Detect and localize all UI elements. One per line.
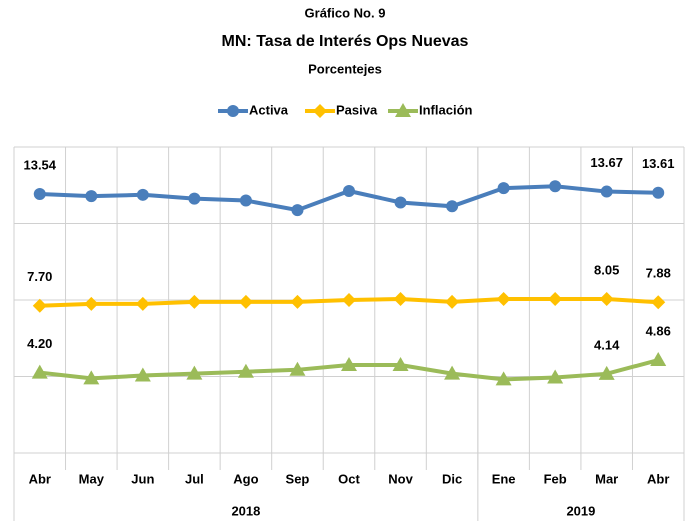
legend-label: Pasiva <box>336 102 378 117</box>
marker <box>186 365 203 380</box>
x-tick-label: May <box>79 471 105 486</box>
x-tick-label: Abr <box>29 471 51 486</box>
marker <box>135 296 150 311</box>
data-label: 7.70 <box>27 269 52 284</box>
marker <box>31 364 48 379</box>
marker <box>652 186 665 199</box>
chart-subtitle: MN: Tasa de Interés Ops Nuevas <box>222 33 469 50</box>
y-label: Porcentejes <box>308 61 382 76</box>
data-label: 8.05 <box>594 262 619 277</box>
data-label: 7.88 <box>646 266 671 281</box>
marker <box>313 104 327 118</box>
group-label: 2018 <box>231 503 260 518</box>
marker <box>393 292 408 307</box>
data-label: 13.61 <box>642 156 675 171</box>
x-tick-label: Abr <box>647 471 669 486</box>
x-tick-label: Dic <box>442 471 462 486</box>
marker <box>136 188 149 201</box>
x-tick-label: Jul <box>185 471 204 486</box>
marker <box>83 370 100 385</box>
marker <box>495 371 512 386</box>
x-tick-label: Feb <box>544 471 567 486</box>
chart-title: Gráfico No. 9 <box>305 5 386 20</box>
marker <box>33 188 46 201</box>
marker <box>238 294 253 309</box>
marker <box>291 204 304 217</box>
legend-label: Activa <box>249 102 289 117</box>
x-tick-label: Oct <box>338 471 360 486</box>
x-tick-label: Sep <box>286 471 310 486</box>
marker <box>599 292 614 307</box>
marker <box>549 180 562 193</box>
marker <box>394 196 407 209</box>
marker <box>392 357 409 372</box>
x-tick-label: Nov <box>388 471 413 486</box>
data-label: 4.86 <box>646 323 671 338</box>
marker <box>651 295 666 310</box>
marker <box>497 182 510 195</box>
x-tick-label: Ene <box>492 471 516 486</box>
marker <box>444 365 461 380</box>
group-label: 2019 <box>566 503 595 518</box>
marker <box>496 292 511 307</box>
data-label: 4.20 <box>27 336 52 351</box>
marker <box>187 294 202 309</box>
x-tick-label: Ago <box>233 471 258 486</box>
marker <box>227 105 239 117</box>
marker <box>84 296 99 311</box>
marker <box>600 185 613 198</box>
marker <box>650 352 667 367</box>
data-label: 4.14 <box>594 337 620 352</box>
marker <box>239 194 252 207</box>
x-tick-label: Mar <box>595 471 618 486</box>
marker <box>237 363 254 378</box>
marker <box>445 294 460 309</box>
marker <box>395 103 411 117</box>
marker <box>341 357 357 372</box>
marker <box>85 190 98 203</box>
data-label: 13.67 <box>590 155 623 170</box>
marker <box>548 292 563 307</box>
marker <box>289 361 306 376</box>
marker <box>343 184 355 197</box>
marker <box>446 200 459 213</box>
marker <box>598 365 615 380</box>
x-tick-label: Jun <box>131 471 154 486</box>
marker <box>342 293 356 307</box>
legend-label: Inflación <box>419 102 473 117</box>
marker <box>32 298 47 313</box>
data-label: 13.54 <box>23 157 56 172</box>
marker <box>188 192 201 205</box>
marker <box>290 294 305 309</box>
marker <box>134 367 151 382</box>
marker <box>547 369 564 384</box>
